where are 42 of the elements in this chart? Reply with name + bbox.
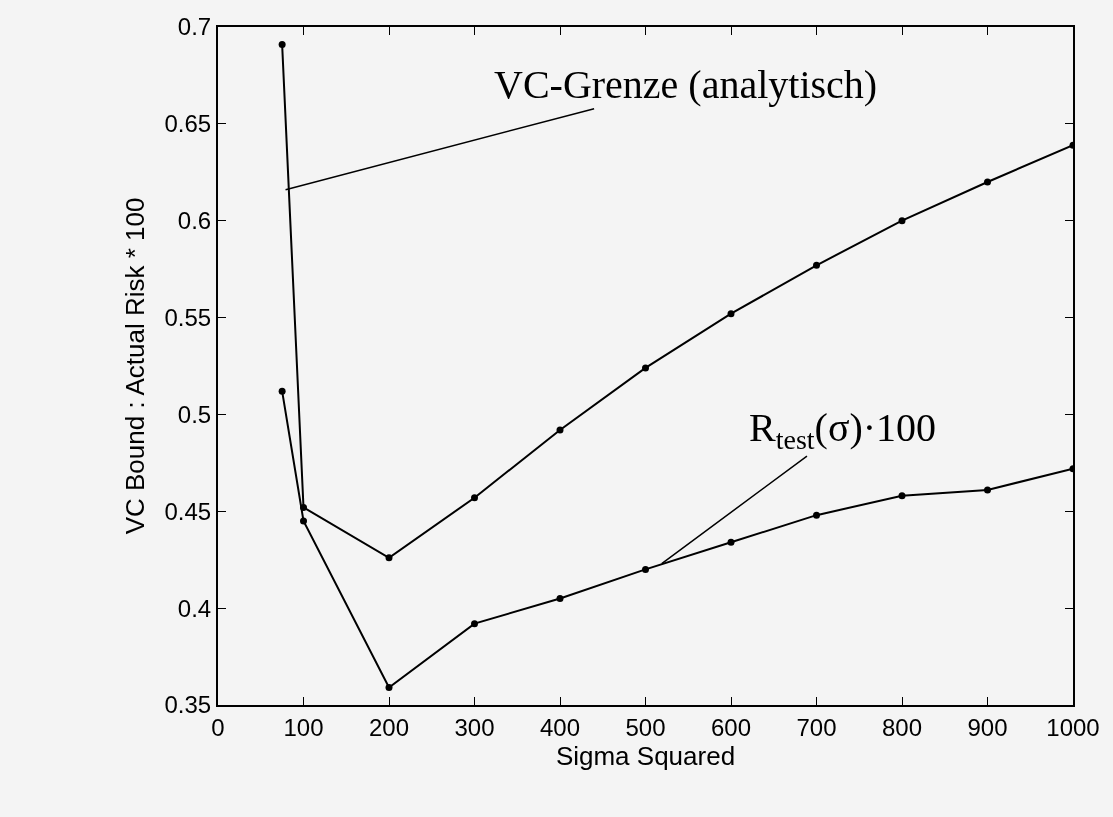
y-axis-title: VC Bound : Actual Risk * 100 (120, 197, 151, 535)
point (471, 494, 478, 502)
y-tick-label: 0.45 (164, 497, 212, 525)
x-tick-label: 200 (368, 713, 410, 741)
y-tick-label: 0.4 (177, 594, 212, 622)
y-tick-label: 0.6 (177, 207, 212, 235)
annotation: VC-Grenze (analytisch) (494, 62, 878, 107)
point (642, 364, 649, 372)
point (813, 511, 820, 519)
x-tick-label: 800 (881, 713, 923, 741)
y-tick-label: 0.55 (164, 303, 212, 331)
x-tick-label: 1000 (1046, 713, 1100, 741)
annotation: R$_{test}$(σ)·100 (749, 405, 937, 456)
y-tick-label: 0.65 (164, 110, 212, 138)
point (898, 217, 906, 225)
y-tick-label: 0.5 (177, 400, 212, 428)
point (556, 594, 564, 602)
x-tick-label: 300 (454, 713, 495, 741)
x-tick-label: 0 (211, 713, 225, 741)
point (898, 492, 906, 500)
y-tick-label: 0.35 (164, 691, 212, 719)
point (385, 684, 393, 692)
x-tick-label: 100 (283, 713, 324, 741)
point (300, 517, 307, 525)
x-tick-label: 500 (625, 713, 666, 741)
x-tick-label: 900 (967, 713, 1008, 741)
point (556, 426, 564, 434)
point (642, 565, 649, 573)
point (727, 538, 735, 546)
y-tick-label: 0.7 (177, 13, 212, 41)
point (984, 178, 991, 186)
x-tick-label: 600 (710, 713, 752, 741)
point (385, 554, 393, 562)
point (813, 261, 820, 269)
point (278, 387, 286, 395)
point (727, 310, 735, 318)
x-tick-label: 700 (796, 713, 837, 741)
x-axis-title: Sigma Squared (555, 740, 736, 771)
x-tick-label: 400 (539, 713, 581, 741)
point (278, 40, 286, 48)
point (471, 620, 478, 628)
point (984, 486, 991, 494)
